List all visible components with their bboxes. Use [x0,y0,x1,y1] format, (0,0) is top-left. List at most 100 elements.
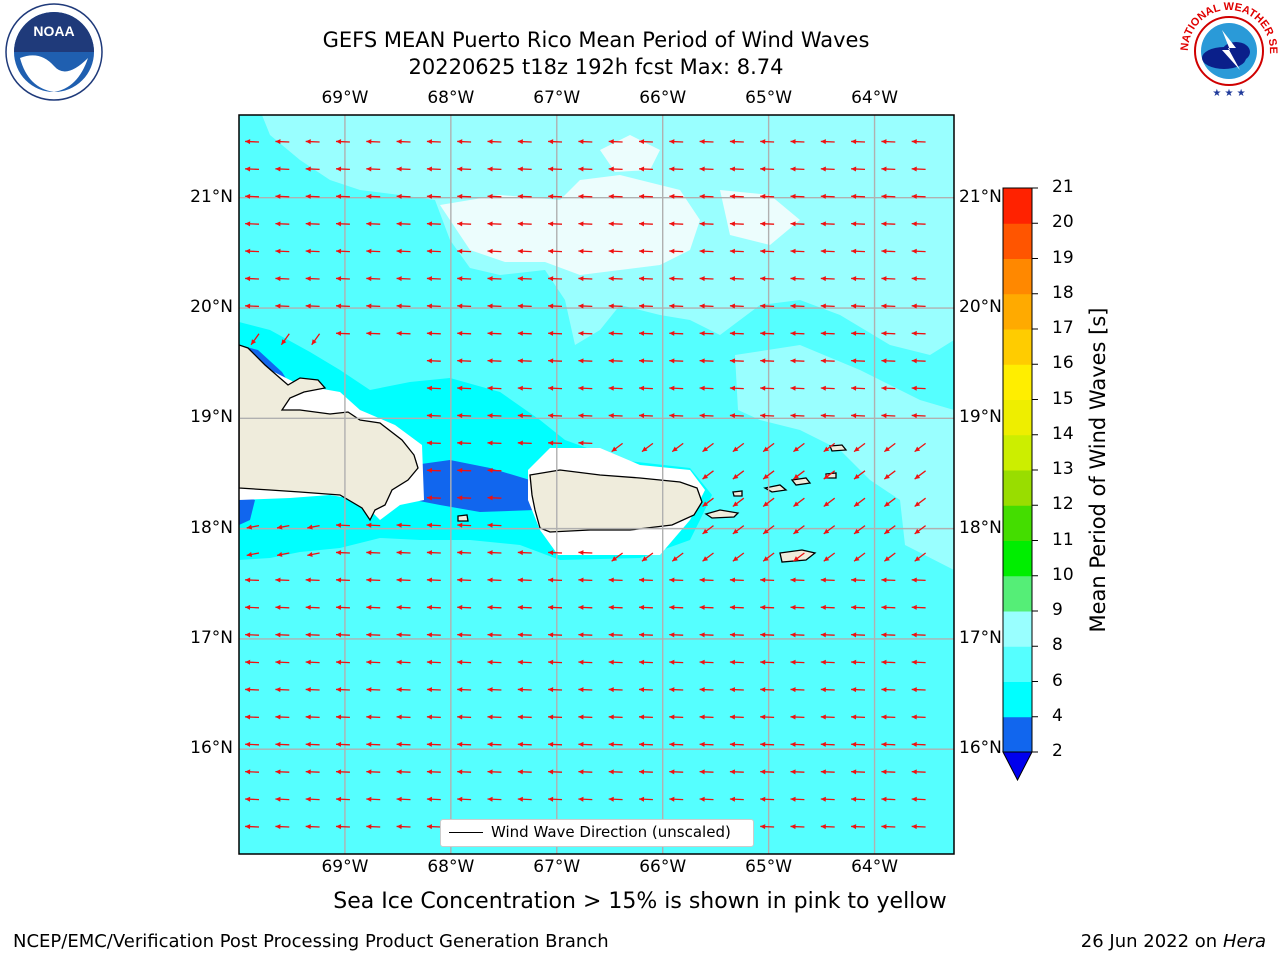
wave-direction-arrow [578,248,593,254]
wave-direction-arrow [487,358,502,364]
wave-direction-arrow [881,193,896,199]
wave-direction-arrow [578,604,593,610]
wave-direction-arrow [851,796,866,802]
wave-direction-arrow [487,632,502,638]
wave-direction-arrow [851,769,866,775]
wave-direction-arrow [457,166,472,172]
colorbar-segment [1003,681,1032,718]
wave-direction-arrow [517,385,532,391]
wave-direction-arrow [790,303,805,309]
wave-direction-arrow [608,413,623,419]
wave-direction-arrow [760,604,775,610]
wave-direction-arrow [426,796,441,802]
wave-direction-arrow [426,358,441,364]
wave-direction-arrow [548,330,563,336]
wave-direction-arrow [578,193,593,199]
wave-direction-arrow [638,577,653,583]
wave-direction-arrow [851,166,866,172]
wave-direction-arrow [729,796,744,802]
wave-direction-arrow [335,796,350,802]
lat-tick-label-right: 18°N [959,517,1002,538]
wave-direction-arrow [669,741,684,747]
bvi-land [790,477,812,486]
wave-direction-arrow [790,577,805,583]
wave-direction-arrow [820,248,835,254]
wave-direction-arrow [760,796,775,802]
wave-direction-arrow [245,139,260,145]
wave-direction-arrow [883,470,896,480]
colorbar-tick-label: 13 [1052,459,1074,479]
wave-direction-arrow [396,550,411,556]
wave-direction-arrow [669,577,684,583]
wave-direction-arrow [851,741,866,747]
wave-direction-arrow [245,687,260,693]
wave-direction-arrow [548,248,563,254]
lon-tick-label-top: 69°W [321,88,369,108]
lat-tick-label-right: 16°N [959,738,1002,759]
wave-direction-arrow [426,687,441,693]
wave-direction-arrow [790,221,805,227]
wave-direction-arrow [638,632,653,638]
wave-direction-arrow [820,276,835,282]
wave-direction-arrow [914,525,926,535]
wave-direction-arrow [699,714,714,720]
wave-direction-arrow [517,358,532,364]
wave-direction-arrow [335,577,350,583]
wave-direction-arrow [335,550,350,556]
wave-direction-arrow [305,166,320,172]
wave-direction-arrow [335,824,350,830]
wave-direction-arrow [245,303,260,309]
wave-direction-arrow [911,303,926,309]
wave-direction-arrow [366,769,381,775]
lon-tick-label-top: 67°W [533,88,581,108]
wave-direction-arrow [457,687,472,693]
wave-direction-arrow [517,769,532,775]
wave-direction-arrow [245,248,260,254]
wave-direction-arrow [699,687,714,693]
wave-direction-arrow [457,139,472,145]
wave-direction-arrow [548,413,563,419]
wave-direction-arrow [820,330,835,336]
wave-direction-arrow [396,303,411,309]
wave-direction-arrow [245,193,260,199]
wave-direction-arrow [914,442,926,453]
wave-direction-arrow [366,193,381,199]
wave-direction-arrow [638,139,653,145]
wave-direction-arrow [699,276,714,282]
wave-direction-arrow [487,330,502,336]
wave-direction-arrow [426,769,441,775]
wave-direction-arrow [853,497,866,507]
wave-direction-arrow [335,769,350,775]
wave-direction-arrow [911,248,926,254]
wave-direction-arrow [790,166,805,172]
wave-direction-arrow [275,659,290,665]
wave-direction-arrow [396,632,411,638]
lat-tick-label-left: 18°N [190,517,233,538]
wave-direction-arrow [487,769,502,775]
wave-direction-arrow [426,467,441,473]
wave-direction-arrow [608,276,623,282]
wave-direction-arrow [578,714,593,720]
wave-direction-arrow [457,193,472,199]
wave-direction-arrow [335,303,350,309]
wave-direction-arrow [517,687,532,693]
wave-direction-arrow [911,632,926,638]
wave-direction-arrow [638,659,653,665]
wave-direction-arrow [578,303,593,309]
wave-direction-arrow [760,413,775,419]
wave-direction-arrow [487,193,502,199]
noaa-logo: NOAA [5,3,103,101]
wave-direction-arrow [914,552,926,562]
wave-direction-arrow [853,442,866,453]
svg-text:★ ★ ★: ★ ★ ★ [1212,88,1245,99]
wave-direction-arrow [548,139,563,145]
wave-direction-arrow [762,497,775,507]
lon-tick-label-bottom: 65°W [745,857,793,877]
wave-direction-arrow [881,248,896,254]
wave-direction-arrow [760,577,775,583]
mona-island-land [457,514,469,522]
wave-direction-arrow [366,714,381,720]
wave-direction-arrow [729,248,744,254]
wave-direction-arrow [729,193,744,199]
wave-direction-arrow [275,604,290,610]
